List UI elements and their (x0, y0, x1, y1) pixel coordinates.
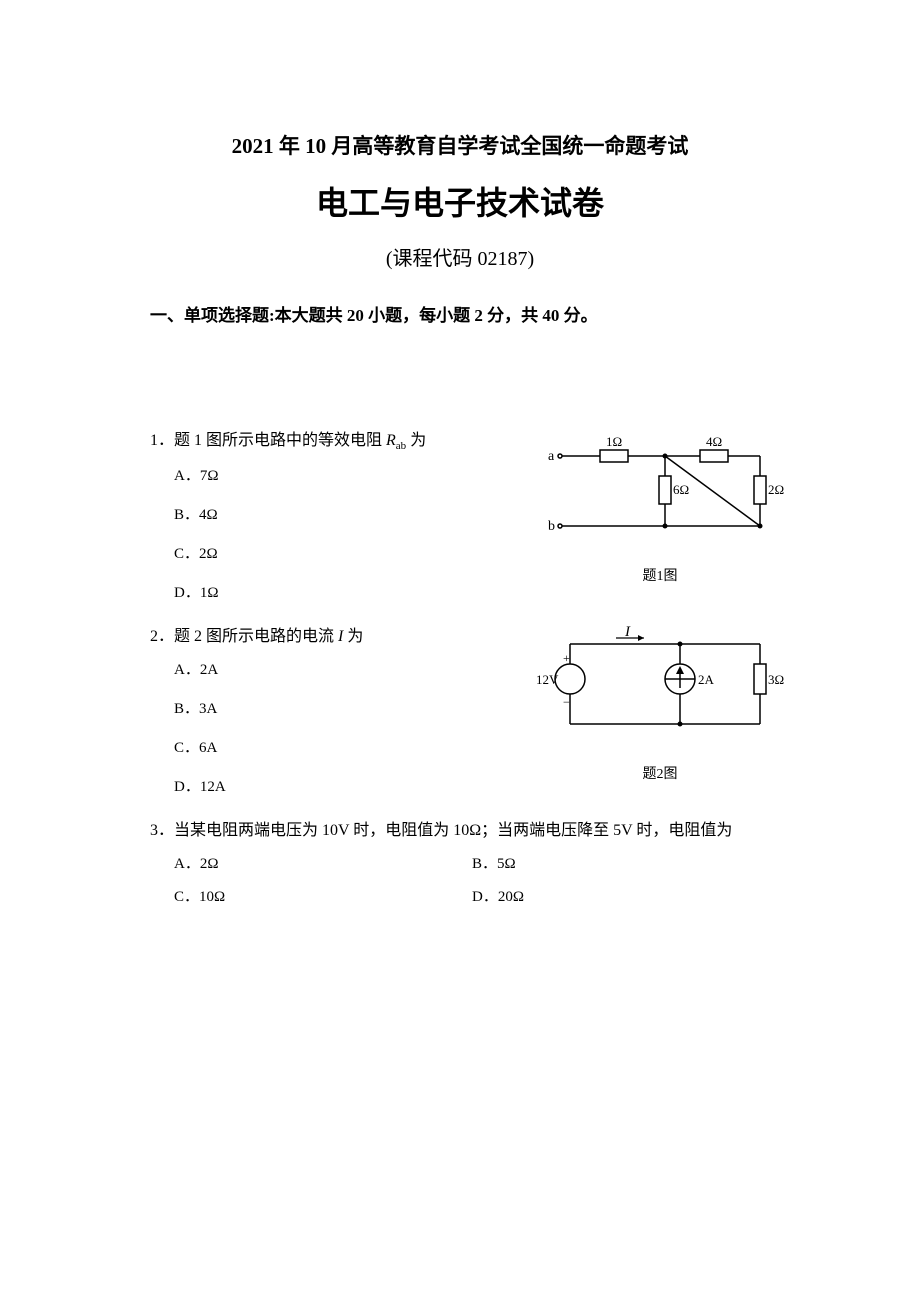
exam-title: 电工与电子技术试卷 (150, 178, 770, 224)
q3-option-B: B．5Ω (472, 852, 770, 873)
q2-text-suffix: 为 (343, 628, 363, 645)
q2-label-2a: 2A (698, 672, 715, 687)
q1-text-prefix: 1．题 1 图所示电路中的等效电阻 (150, 432, 386, 449)
q1-text-suffix: 为 (406, 432, 426, 449)
q1-figure: a b 1Ω 4Ω 2Ω 6Ω (530, 426, 790, 585)
q1-label-r6: 6Ω (673, 482, 689, 497)
q1-label-r1: 1Ω (606, 434, 622, 449)
q2-label-12v: 12V (536, 672, 559, 687)
q1-figure-caption: 题1图 (530, 565, 790, 585)
q1-label-r2: 2Ω (768, 482, 784, 497)
q1-var-R: R (386, 432, 396, 449)
q3-option-C: C．10Ω (174, 885, 472, 906)
section-title: 一、单项选择题:本大题共 20 小题，每小题 2 分，共 40 分。 (150, 301, 770, 326)
question-1: 1．题 1 图所示电路中的等效电阻 Rab 为 A．7Ω B．4Ω C．2Ω D… (150, 426, 770, 602)
q2-label-r3: 3Ω (768, 672, 784, 687)
q2-text-prefix: 2．题 2 图所示电路的电流 (150, 628, 338, 645)
question-3: 3．当某电阻两端电压为 10V 时，电阻值为 10Ω；当两端电压降至 5V 时，… (150, 816, 770, 906)
course-code: (课程代码 02187) (150, 242, 770, 271)
q3-options: A．2Ω B．5Ω C．10Ω D．20Ω (150, 852, 770, 906)
q2-figure: I 12V + − 2A 3Ω (530, 614, 790, 783)
q1-label-b: b (548, 519, 555, 534)
q2-figure-caption: 题2图 (530, 763, 790, 783)
q1-circuit-svg: a b 1Ω 4Ω 2Ω 6Ω (530, 426, 790, 556)
q1-label-r4: 4Ω (706, 434, 722, 449)
question-2: 2．题 2 图所示电路的电流 I 为 A．2A B．3A C．6A D．12A … (150, 622, 770, 796)
q2-circuit-svg: I 12V + − 2A 3Ω (530, 614, 790, 754)
q3-option-D: D．20Ω (472, 885, 770, 906)
q3-text: 3．当某电阻两端电压为 10V 时，电阻值为 10Ω；当两端电压降至 5V 时，… (150, 816, 770, 840)
q2-label-minus: − (563, 695, 570, 709)
q3-option-A: A．2Ω (174, 852, 472, 873)
q1-sub-ab: ab (396, 440, 406, 452)
exam-header-line: 2021 年 10 月高等教育自学考试全国统一命题考试 (150, 130, 770, 160)
q1-label-a: a (548, 449, 555, 464)
q2-label-plus: + (563, 651, 570, 665)
